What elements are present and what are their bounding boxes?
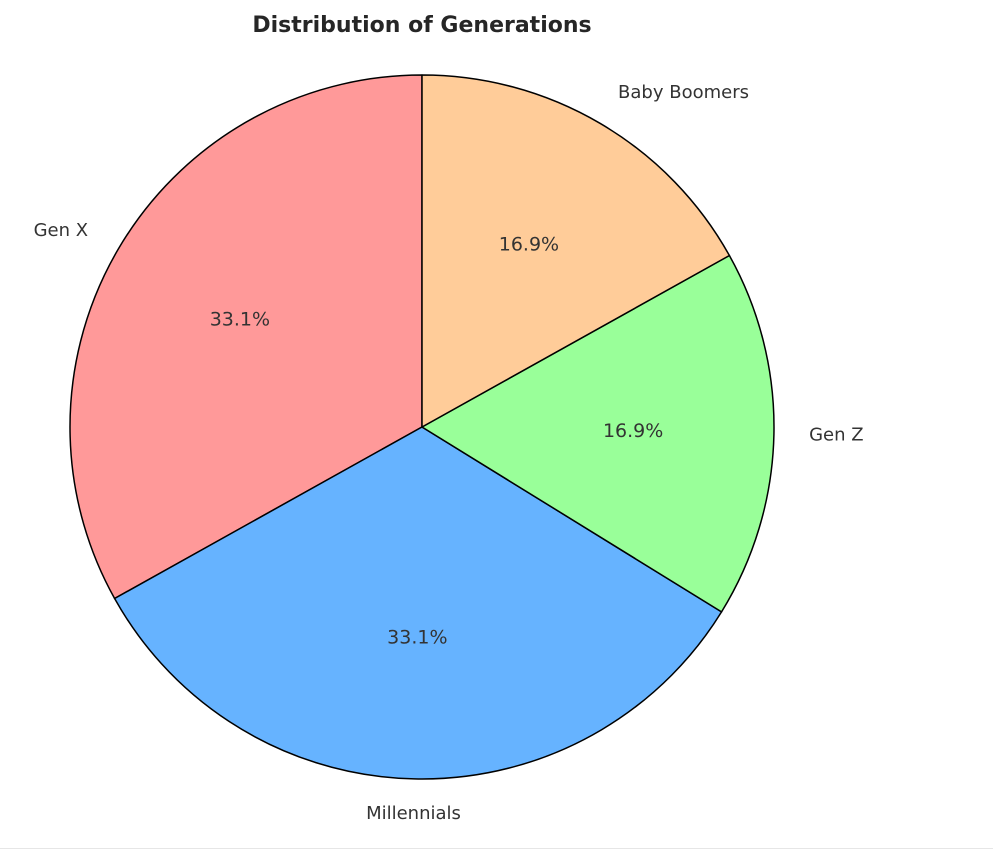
slice-label-millennials: Millennials (366, 803, 461, 824)
pie-slices (69, 74, 775, 780)
chart-title: Distribution of Generations (252, 13, 591, 38)
pct-label-millennials: 33.1% (387, 627, 447, 649)
pie-slice-gen-z (421, 254, 775, 613)
slice-label-baby-boomers: Baby Boomers (618, 82, 749, 103)
pie-slice-gen-x (69, 74, 423, 600)
pct-label-gen-z: 16.9% (603, 420, 663, 442)
pie-slice-baby-boomers (421, 74, 731, 428)
slice-label-gen-x: Gen X (34, 220, 88, 241)
pie-slice-millennials (113, 426, 723, 780)
pie-labels: 33.1% Gen X 33.1% Millennials 16.9% Gen Z 16.9… (34, 82, 864, 824)
pct-label-baby-boomers: 16.9% (499, 233, 559, 255)
pct-label-gen-x: 33.1% (210, 309, 270, 331)
bottom-divider (0, 848, 993, 849)
slice-label-gen-z: Gen Z (809, 425, 863, 446)
